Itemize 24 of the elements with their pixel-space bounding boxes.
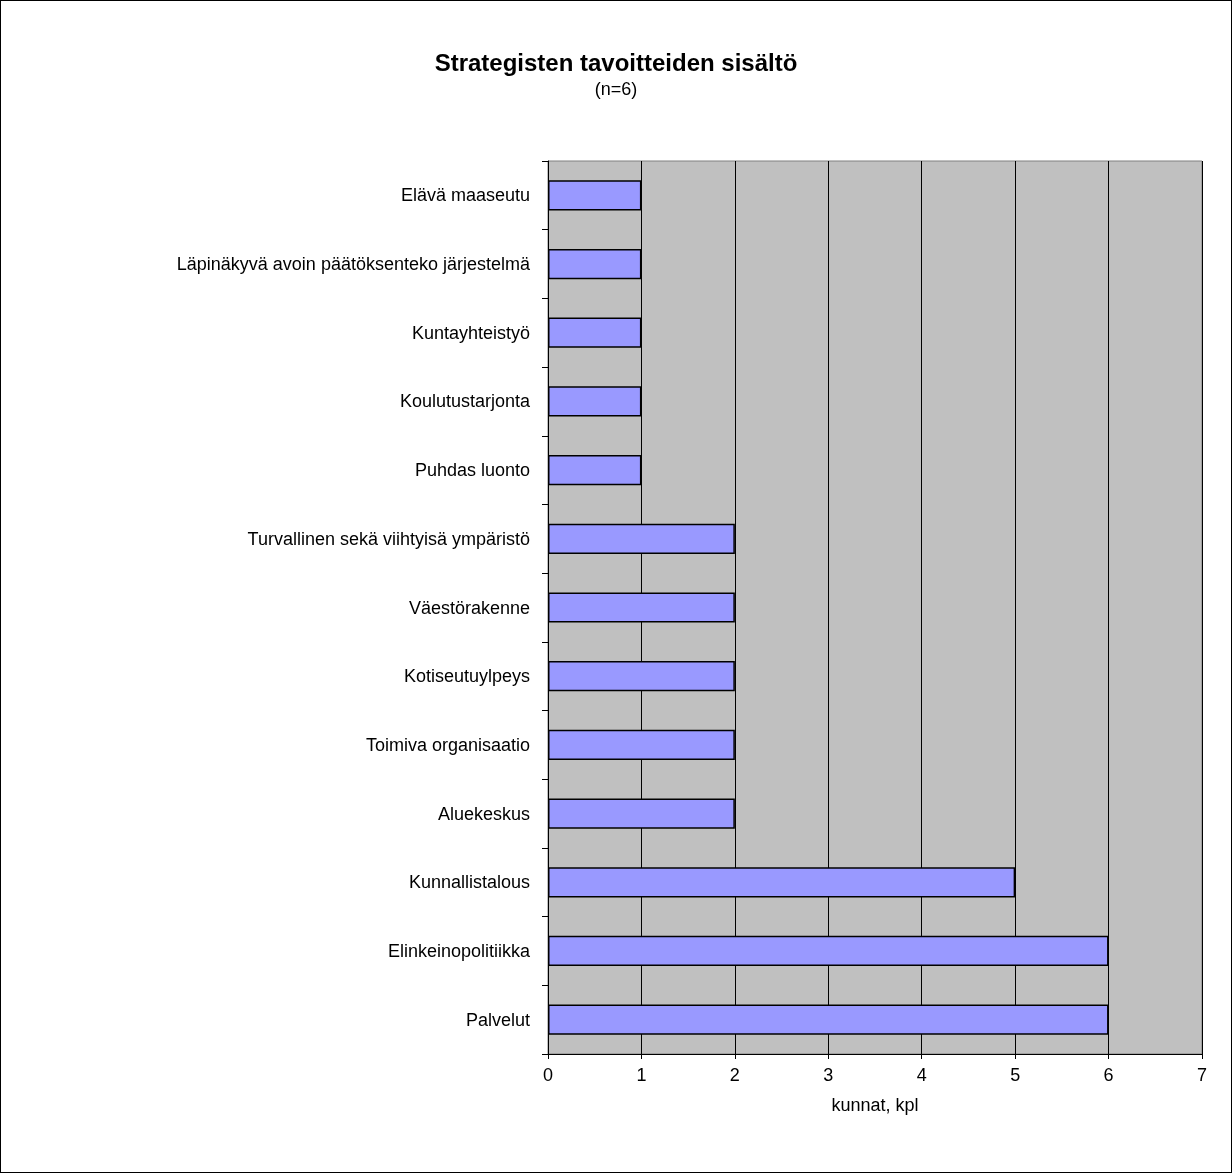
x-tick-label: 4	[916, 1065, 927, 1085]
y-tick-label: Läpinäkyvä avoin päätöksenteko järjestelmä	[176, 254, 531, 275]
x-tick-label: 7	[1196, 1065, 1208, 1085]
chart-subtitle: (n=6)	[594, 79, 638, 99]
y-tick-label: Elinkeinopolitiikka	[387, 940, 531, 961]
x-tick-label: 0	[542, 1065, 554, 1085]
x-tick-label: 1	[636, 1065, 647, 1085]
y-tick-label: Kotiseutuylpeys	[403, 666, 530, 687]
x-tick-label: 3	[823, 1065, 834, 1085]
y-tick-label: Puhdas luonto	[414, 460, 530, 481]
chart-title: Strategisten tavoitteiden sisältö	[434, 48, 798, 76]
y-tick-label: Palvelut	[465, 1009, 530, 1030]
x-tick-label: 2	[729, 1065, 740, 1085]
y-tick-label: Kunnallistalous	[408, 872, 530, 893]
y-tick-label: Aluekeskus	[437, 803, 530, 824]
x-tick-label: 6	[1103, 1065, 1114, 1085]
y-tick-label: Toimiva organisaatio	[365, 734, 530, 755]
x-axis-title: kunnat, kpl	[831, 1095, 919, 1115]
x-tick-label: 5	[1010, 1065, 1021, 1085]
y-tick-label: Elävä maaseutu	[400, 185, 530, 206]
y-tick-label: Väestörakenne	[408, 597, 530, 618]
y-tick-label: Turvallinen sekä viihtyisä ympäristö	[247, 528, 530, 549]
y-tick-label: Koulutustarjonta	[399, 391, 531, 412]
y-tick-label: Kuntayhteistyö	[411, 322, 530, 343]
